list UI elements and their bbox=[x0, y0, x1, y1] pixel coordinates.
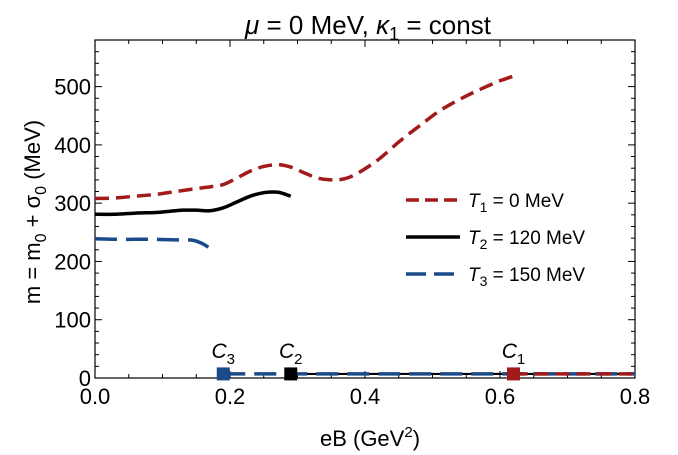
x-axis-title-sup: 2 bbox=[404, 424, 412, 441]
legend-label-T3: T3 = 150 MeV bbox=[468, 265, 585, 289]
legend-label-T2: T2 = 120 MeV bbox=[468, 228, 585, 252]
y-axis-title-sigma-sub: 0 bbox=[33, 186, 50, 195]
series-group bbox=[94, 74, 635, 376]
series-T1-line bbox=[94, 74, 515, 201]
critical-point-label-C3: C3 bbox=[211, 340, 235, 368]
y-tick-label: 400 bbox=[54, 133, 91, 158]
series-T3-line bbox=[94, 236, 211, 250]
title-part2: = const bbox=[399, 10, 492, 40]
critical-point-C2 bbox=[284, 367, 298, 381]
chart-title: μ = 0 MeV, κ1 = const bbox=[244, 10, 492, 44]
x-axis-title: eB (GeV2) bbox=[320, 424, 420, 451]
title-kappa-sub: 1 bbox=[389, 24, 399, 44]
critical-point-label-C2: C2 bbox=[279, 340, 303, 368]
x-axis-title-base: eB (GeV bbox=[320, 426, 405, 451]
y-axis-title: m = m0 + σ0 (MeV) bbox=[20, 120, 50, 304]
y-axis-title-plus: + σ bbox=[20, 194, 45, 233]
x-tick-label: 0.2 bbox=[215, 384, 246, 409]
critical-markers: C3 C2 C1 bbox=[211, 340, 525, 381]
x-tick-label: 0.4 bbox=[350, 384, 381, 409]
x-tick-label: 0.0 bbox=[80, 384, 111, 409]
legend-label-T1: T1 = 0 MeV bbox=[468, 191, 564, 215]
title-mu: μ bbox=[244, 10, 259, 40]
y-tick-label: 500 bbox=[54, 75, 91, 100]
title-part1: = 0 MeV, bbox=[259, 10, 376, 40]
x-tick-label: 0.6 bbox=[485, 384, 516, 409]
legend: T1 = 0 MeV T2 = 120 MeV T3 = 150 MeV bbox=[406, 191, 585, 289]
y-axis-title-unit: (MeV) bbox=[20, 120, 45, 186]
critical-point-C1 bbox=[507, 367, 520, 381]
x-axis-title-end: ) bbox=[413, 426, 420, 451]
tick-labels: 0.0 0.2 0.4 0.6 0.8 0 100 200 300 400 500 bbox=[54, 75, 650, 409]
title-kappa: κ bbox=[376, 10, 391, 40]
axis-ticks bbox=[94, 40, 636, 379]
y-tick-label: 0 bbox=[79, 366, 91, 391]
y-tick-label: 200 bbox=[54, 249, 91, 274]
y-axis-title-m: m = m bbox=[20, 242, 45, 304]
critical-point-C3 bbox=[216, 367, 230, 381]
series-T2-line bbox=[94, 190, 292, 217]
y-axis-title-m-sub: 0 bbox=[33, 233, 50, 242]
x-tick-label: 0.8 bbox=[620, 384, 651, 409]
y-tick-label: 100 bbox=[54, 308, 91, 333]
critical-point-label-C1: C1 bbox=[502, 340, 526, 368]
y-tick-label: 300 bbox=[54, 191, 91, 216]
